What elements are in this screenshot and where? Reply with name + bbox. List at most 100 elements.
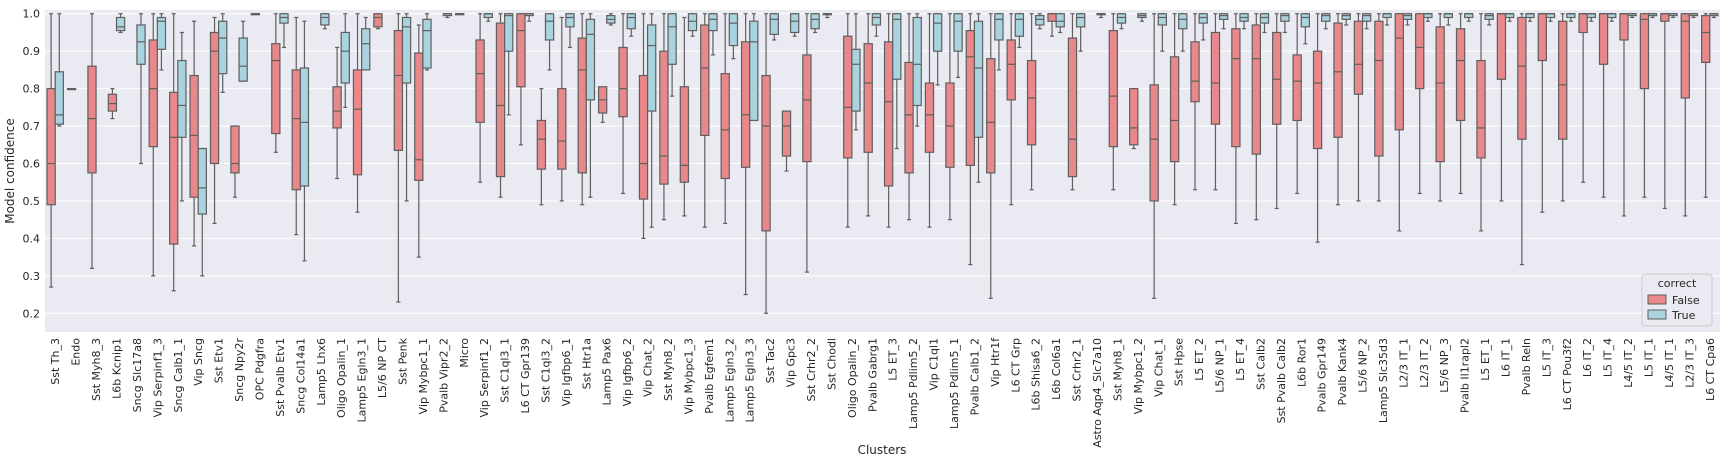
x-tick-label: L6b Col6a1 <box>1050 338 1063 400</box>
box-true <box>1525 13 1535 22</box>
box-iqr <box>904 61 914 174</box>
x-tick-label: Pvalb Egfem1 <box>703 338 716 414</box>
box-iqr <box>271 43 281 135</box>
box-iqr <box>1149 84 1159 202</box>
box-iqr <box>1639 13 1650 90</box>
x-tick-label: Pvalb Vipr2_2 <box>437 338 450 413</box>
box-iqr <box>401 16 412 84</box>
x-tick-label: Vip Mybpc1_2 <box>1132 338 1145 414</box>
x-tick-label: Micro <box>458 338 471 368</box>
box-true <box>769 13 779 41</box>
box-iqr <box>536 119 547 170</box>
box-false <box>679 16 690 217</box>
box-false <box>1496 13 1507 202</box>
box-false <box>618 13 628 195</box>
box-true <box>851 13 861 131</box>
box-true <box>1443 13 1454 26</box>
box-iqr <box>781 110 792 157</box>
box-iqr <box>1321 13 1331 22</box>
box-false <box>87 13 97 269</box>
box-false <box>1680 13 1690 217</box>
box-true <box>544 13 555 71</box>
box-false <box>393 13 404 303</box>
box-iqr <box>1075 13 1086 28</box>
box-iqr <box>1251 24 1261 155</box>
box-false <box>271 13 281 153</box>
box-true <box>646 13 657 228</box>
box-false <box>495 13 506 198</box>
box-true <box>1647 13 1658 19</box>
box-iqr <box>1157 13 1168 26</box>
box-true <box>504 13 514 116</box>
box-true <box>1239 13 1249 30</box>
box-true <box>606 13 616 26</box>
box-false <box>1067 13 1078 191</box>
box-iqr <box>687 13 698 32</box>
box-false <box>1026 13 1037 191</box>
x-tick-label: Vip C1ql1 <box>928 338 941 391</box>
box-iqr <box>973 20 984 138</box>
box-iqr <box>728 13 739 47</box>
box-false <box>1558 13 1568 202</box>
box-true <box>1688 13 1699 19</box>
x-tick-label: Pvalb Calb1_2 <box>968 338 981 415</box>
box-iqr <box>1558 20 1568 140</box>
x-tick-label: Pvalb Reln <box>1520 338 1533 395</box>
box-iqr <box>1129 88 1139 146</box>
box-iqr <box>863 43 873 153</box>
box-true <box>1586 13 1596 22</box>
box-iqr <box>1394 13 1404 131</box>
box-false <box>189 20 199 247</box>
box-true <box>1402 13 1413 26</box>
box-true <box>1341 13 1351 26</box>
box-true <box>687 13 698 37</box>
box-iqr <box>994 13 1004 41</box>
box-iqr <box>504 13 514 52</box>
box-false <box>107 88 118 120</box>
box-iqr <box>1312 50 1323 150</box>
box-false <box>46 13 56 288</box>
box-iqr <box>414 52 424 181</box>
box-false <box>1537 13 1547 213</box>
x-tick-label: L5 IT_1 <box>1643 338 1656 377</box>
x-tick-label: L5/6 NP_2 <box>1357 338 1370 393</box>
box-iqr <box>1484 13 1494 20</box>
box-iqr <box>373 13 383 28</box>
box-true <box>810 13 820 34</box>
x-tick-label: L4/5 IT_2 <box>1622 338 1635 388</box>
box-iqr <box>585 18 596 101</box>
box-iqr <box>340 31 350 84</box>
box-iqr <box>708 13 718 32</box>
box-iqr <box>924 82 935 153</box>
box-iqr <box>1231 28 1241 148</box>
box-true <box>932 13 943 86</box>
box-false <box>781 110 792 172</box>
box-iqr <box>577 37 587 174</box>
box-iqr <box>851 48 861 112</box>
box-true <box>1198 13 1208 41</box>
box-false <box>1639 13 1650 198</box>
box-iqr <box>320 13 330 26</box>
x-tick-label: Lamp5 Slc35d3 <box>1377 338 1390 423</box>
y-tick-label: 0.9 <box>23 45 41 58</box>
box-iqr <box>769 13 779 35</box>
box-iqr <box>679 86 690 183</box>
x-tick-label: L6 CT Cpa6 <box>1704 338 1717 401</box>
x-tick-label: Sst Pvalb Etv1 <box>274 338 287 417</box>
box-iqr <box>720 73 730 180</box>
x-tick-label: L2/3 IT_1 <box>1397 338 1410 388</box>
box-false <box>904 13 914 221</box>
box-false <box>863 13 873 217</box>
box-false <box>1108 13 1119 191</box>
y-axis-label: Model confidence <box>3 118 17 224</box>
y-tick-label: 0.6 <box>23 158 41 171</box>
box-true <box>728 13 739 60</box>
box-iqr <box>169 91 179 245</box>
box-true <box>667 13 677 97</box>
box-true <box>1035 13 1045 30</box>
box-false <box>536 88 547 206</box>
box-iqr <box>843 35 853 159</box>
box-false <box>516 13 526 146</box>
x-tick-label: L5/6 NP_3 <box>1438 338 1451 393</box>
box-iqr <box>1402 13 1413 20</box>
